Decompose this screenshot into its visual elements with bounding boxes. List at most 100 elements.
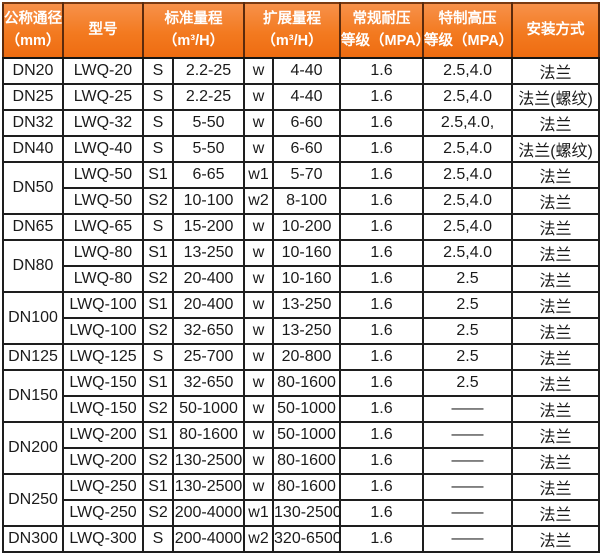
cell-install: 法兰	[511, 109, 600, 137]
cell-model: LWQ-40	[62, 135, 144, 163]
cell-model: LWQ-100	[62, 317, 144, 345]
cell-model: LWQ-20	[62, 57, 144, 85]
cell-ext-code: w	[243, 213, 275, 241]
cell-model: LWQ-250	[62, 499, 144, 527]
cell-dn: DN40	[2, 135, 64, 163]
cell-std-code: S	[142, 83, 174, 111]
cell-std-code: S2	[142, 187, 174, 215]
cell-std-code: S2	[142, 395, 174, 423]
cell-install: 法兰(螺纹)	[511, 83, 600, 111]
cell-std-range: 130-2500	[171, 447, 246, 475]
cell-ext-range: 6-60	[272, 109, 342, 137]
cell-ext-range: 80-1600	[272, 447, 342, 475]
cell-std-code: S	[142, 135, 174, 163]
cell-install: 法兰	[511, 187, 600, 215]
header-text: 公称通径	[4, 10, 62, 27]
cell-std-code: S2	[142, 265, 174, 293]
cell-std-code: S1	[142, 161, 174, 189]
cell-model: LWQ-80	[62, 239, 144, 267]
header-high-pressure-rating: 特制高压 等级（MPA）	[422, 2, 514, 59]
cell-high-pressure: 2.5	[422, 369, 514, 397]
cell-pressure: 1.6	[339, 395, 425, 423]
cell-pressure: 1.6	[339, 343, 425, 371]
cell-pressure: 1.6	[339, 369, 425, 397]
cell-std-code: S	[142, 57, 174, 85]
cell-std-range: 200-4000	[171, 499, 246, 527]
cell-std-range: 5-50	[171, 135, 246, 163]
cell-dn: DN32	[2, 109, 64, 137]
cell-ext-code: w1	[243, 499, 275, 527]
cell-ext-code: w	[243, 317, 275, 345]
cell-dn: DN50	[2, 161, 64, 215]
cell-ext-code: w	[243, 447, 275, 475]
cell-ext-range: 130-2500	[272, 499, 342, 527]
cell-pressure: 1.6	[339, 447, 425, 475]
cell-ext-code: w	[243, 473, 275, 501]
header-text: 等级（MPA）	[424, 32, 513, 49]
cell-high-pressure: 2.5,4.0	[422, 57, 514, 85]
cell-install: 法兰(螺纹)	[511, 135, 600, 163]
cell-high-pressure: 2.5,4.0	[422, 161, 514, 189]
cell-dn: DN20	[2, 57, 64, 85]
cell-dn: DN100	[2, 291, 64, 345]
cell-install: 法兰	[511, 213, 600, 241]
header-text: （mm）	[5, 32, 61, 49]
cell-pressure: 1.6	[339, 187, 425, 215]
cell-install: 法兰	[511, 395, 600, 423]
cell-ext-code: w	[243, 239, 275, 267]
table-row: LWQ-50 S2 10-100 w2 8-100 1.6 2.5,4.0 法兰	[3, 187, 600, 215]
table-row: LWQ-200 S2 130-2500 w 80-1600 1.6 —— 法兰	[3, 447, 600, 475]
cell-high-pressure: 2.5,4.0	[422, 83, 514, 111]
cell-pressure: 1.6	[339, 161, 425, 189]
cell-ext-range: 50-1000	[272, 395, 342, 423]
cell-high-pressure: ——	[422, 473, 514, 501]
cell-std-range: 80-1600	[171, 421, 246, 449]
cell-high-pressure: ——	[422, 421, 514, 449]
header-text: 常规耐压	[352, 10, 411, 27]
cell-std-range: 20-400	[171, 265, 246, 293]
table-row: DN20 LWQ-20 S 2.2-25 w 4-40 1.6 2.5,4.0 …	[2, 57, 600, 85]
cell-high-pressure: 2.5,4.0	[422, 187, 514, 215]
cell-ext-code: w	[243, 135, 275, 163]
cell-std-code: S2	[142, 447, 174, 475]
cell-pressure: 1.6	[339, 421, 425, 449]
cell-model: LWQ-200	[62, 447, 144, 475]
table-row: DN65 LWQ-65 S 15-200 w 10-200 1.6 2.5,4.…	[2, 213, 600, 241]
cell-model: LWQ-150	[62, 395, 144, 423]
cell-ext-range: 10-160	[272, 265, 342, 293]
cell-std-range: 200-4000	[171, 525, 246, 553]
table-row: DN150 LWQ-150 S1 32-650 w 80-1600 1.6 2.…	[2, 369, 600, 423]
cell-ext-code: w	[243, 57, 275, 85]
cell-std-code: S1	[142, 421, 174, 449]
table-row: DN80 LWQ-80 S1 13-250 w 10-160 1.6 2.5,4…	[2, 239, 600, 293]
cell-model: LWQ-250	[62, 473, 144, 501]
cell-dn: DN25	[2, 83, 64, 111]
cell-model: LWQ-100	[62, 291, 144, 319]
cell-std-code: S1	[142, 291, 174, 319]
table-row: LWQ-150 S2 50-1000 w 50-1000 1.6 —— 法兰	[3, 395, 600, 423]
cell-pressure: 1.6	[339, 473, 425, 501]
cell-pressure: 1.6	[339, 109, 425, 137]
cell-dn: DN125	[2, 343, 64, 371]
table-row: LWQ-80 S2 20-400 w 10-160 1.6 2.5 法兰	[3, 265, 600, 293]
cell-ext-code: w2	[243, 525, 275, 553]
cell-ext-code: w	[243, 265, 275, 293]
cell-ext-range: 80-1600	[272, 473, 342, 501]
table-row: DN100 LWQ-100 S1 20-400 w 13-250 1.6 2.5…	[2, 291, 600, 345]
cell-install: 法兰	[511, 291, 600, 319]
cell-model: LWQ-50	[62, 161, 144, 189]
cell-model: LWQ-65	[62, 213, 144, 241]
cell-std-range: 32-650	[171, 317, 246, 345]
cell-ext-code: w	[243, 343, 275, 371]
cell-dn: DN65	[2, 213, 64, 241]
cell-ext-code: w	[243, 291, 275, 319]
cell-high-pressure: ——	[422, 499, 514, 527]
cell-ext-code: w1	[243, 161, 275, 189]
cell-install: 法兰	[511, 57, 600, 85]
header-install-method: 安装方式	[511, 2, 600, 59]
cell-model: LWQ-50	[62, 187, 144, 215]
cell-pressure: 1.6	[339, 213, 425, 241]
cell-model: LWQ-80	[62, 265, 144, 293]
cell-std-range: 10-100	[171, 187, 246, 215]
